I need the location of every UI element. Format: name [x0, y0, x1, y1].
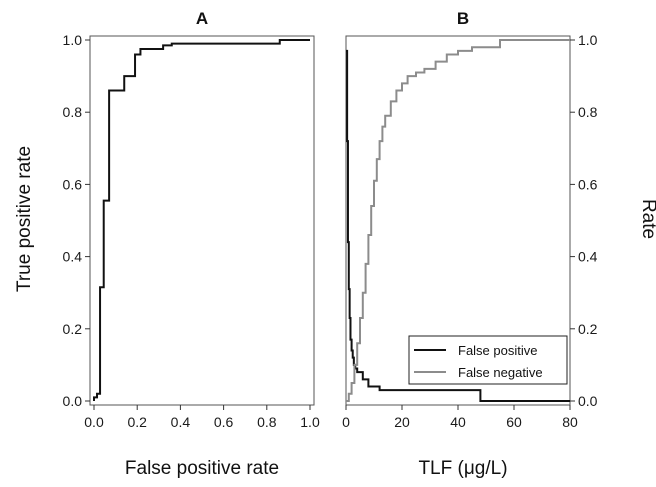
panel-b-ticks: 0 20 40 60 800.0 0.2 0.4 0.6 0.8 1.0: [342, 32, 598, 430]
panel-b-series: [346, 39, 570, 402]
panel-a-y-tick-label: 0.4: [63, 249, 83, 265]
panel-a-ticks: 0.0 0.2 0.4 0.6 0.8 1.0 0.0 0.2 0.4 0.6 0.8 1.0: [63, 32, 320, 430]
panel-b-y-tick-label: 1.0: [578, 32, 598, 48]
legend-label-false-positive: False positive: [458, 343, 537, 358]
panel-b-x-axis-title: TLF (μg/L): [418, 458, 507, 479]
panel-a: 0.0 0.2 0.4 0.6 0.8 1.0 0.0 0.2 0.4 0.6 0.8 1.0 A F…: [14, 9, 320, 479]
legend: False positive False negative: [408, 335, 568, 385]
panel-b-title: B: [457, 9, 469, 28]
panel-a-title: A: [196, 9, 208, 28]
legend-label-false-negative: False negative: [458, 365, 543, 380]
panel-b-y-tick-label: 0.4: [578, 249, 598, 265]
panel-a-x-axis-title: False positive rate: [125, 458, 279, 479]
panel-b-x-tick-label: 0: [342, 414, 350, 430]
panel-a-y-tick-label: 0.8: [63, 104, 83, 120]
panel-b-x-tick-label: 80: [562, 414, 578, 430]
panel-a-x-tick-label: 0.2: [127, 414, 147, 430]
panel-b-y-tick-label: 0.0: [578, 393, 598, 409]
panel-b-x-tick-label: 20: [394, 414, 410, 430]
panel-b-y-tick-label: 0.2: [578, 321, 598, 337]
panel-a-x-tick-label: 0.6: [214, 414, 234, 430]
panel-a-x-tick-label: 0.4: [171, 414, 191, 430]
panel-a-y-axis-title: True positive rate: [14, 146, 35, 292]
panel-b-false-positive-curve: [346, 49, 570, 402]
panel-a-y-tick-label: 1.0: [63, 32, 83, 48]
panel-b-y-tick-label: 0.6: [578, 176, 598, 192]
panel-b-x-tick-label: 60: [506, 414, 522, 430]
panel-b-x-tick-label: 40: [450, 414, 466, 430]
panel-b-y-tick-label: 0.8: [578, 104, 598, 120]
panel-a-y-tick-label: 0.0: [63, 393, 83, 409]
panel-a-roc-curve: [93, 39, 310, 401]
panel-a-x-tick-label: 1.0: [300, 414, 320, 430]
panel-a-x-tick-label: 0.0: [84, 414, 104, 430]
panel-b-y-axis-title: Rate: [638, 199, 656, 239]
panel-a-frame: [89, 35, 315, 406]
legend-box: [408, 335, 568, 385]
panel-b-false-negative-curve: [346, 39, 570, 402]
panel-b: 0 20 40 60 800.0 0.2 0.4 0.6 0.8 1.0 B TLF (μg/L)…: [342, 9, 656, 479]
panel-a-x-tick-label: 0.8: [257, 414, 277, 430]
panel-a-series: [93, 39, 310, 401]
panel-a-y-tick-label: 0.2: [63, 321, 83, 337]
panel-a-y-tick-label: 0.6: [63, 176, 83, 192]
